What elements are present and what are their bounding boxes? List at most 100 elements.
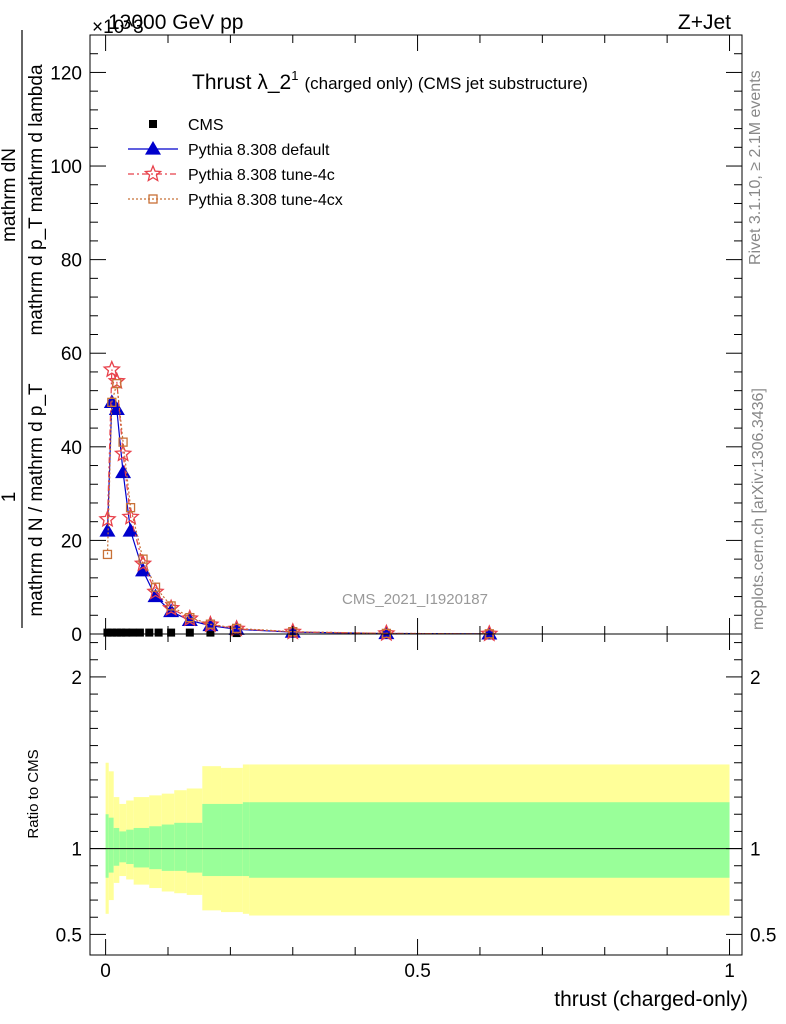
marker-star (146, 582, 165, 600)
marker-open-square (166, 601, 176, 611)
ratio-band-inner (126, 829, 134, 865)
ratio-ytick-label: 1 (71, 840, 82, 861)
legend-label: Pythia 8.308 tune-4c (188, 167, 335, 184)
process-label: Z+Jet (678, 11, 731, 34)
marker-square (185, 628, 194, 637)
marker-triangle (145, 141, 161, 155)
marker-square (206, 628, 215, 637)
marker-open-square (118, 437, 128, 447)
ratio-band-inner (133, 827, 150, 868)
ratio-frame (89, 633, 743, 956)
ratio-band-inner (174, 822, 187, 871)
legend-label: Pythia 8.308 default (188, 142, 330, 159)
mcplots-label: mcplots.cern.ch [arXiv:1306.3436] (750, 388, 767, 630)
ratio-band-inner (186, 822, 203, 873)
marker-square (122, 628, 131, 637)
marker-square (128, 628, 137, 637)
energy-label: 13000 GeV pp (108, 11, 243, 34)
ratio-band-inner (221, 803, 243, 877)
main-ytick-label: 80 (61, 251, 82, 272)
ratio-ytick-label: 0.5 (56, 925, 82, 946)
ratio-band-inner (249, 802, 730, 878)
main-axis-ticks: 0 20 40 60 80 100 120 (50, 35, 742, 646)
legend-entry: CMS (149, 117, 224, 134)
ylabel-top-denom: mathrm d p_T mathrm d lambda (26, 64, 47, 335)
marker-square (107, 628, 116, 637)
plot-title: Thrust λ_21 (charged only) (CMS jet subst… (192, 68, 588, 94)
marker-open-square (138, 554, 148, 564)
marker-square (149, 120, 157, 128)
ratio-band-inner (113, 827, 120, 866)
marker-triangle (108, 401, 125, 415)
marker-square (112, 628, 121, 637)
ratio-band-inner (119, 831, 127, 863)
marker-triangle (135, 562, 152, 577)
marker-open-square (205, 619, 216, 629)
marker-triangle (99, 523, 116, 537)
marker-open-square (150, 582, 161, 592)
ylabel-top-numer: mathrm dN (0, 148, 20, 242)
ratio-ytick-label-right: 1 (750, 840, 761, 861)
main-ytick-label: 100 (50, 157, 82, 178)
xtick-label: 0.5 (404, 961, 430, 982)
rivet-label: Rivet 3.1.10, ≥ 2.1M events (747, 70, 764, 265)
marker-square (135, 628, 144, 637)
marker-open-square (125, 502, 136, 513)
plot-title-rest: (charged only) (CMS jet substructure) (304, 74, 587, 93)
ratio-ytick-label-right: 2 (750, 668, 761, 689)
marker-star (143, 164, 163, 182)
legend-entry: Pythia 8.308 default (128, 141, 330, 159)
marker-square (103, 628, 112, 637)
legend-label: Pythia 8.308 tune-4cx (188, 192, 343, 209)
ratio-ytick-label-right: 0.5 (750, 925, 776, 946)
ratio-panel: 0.5 0.5 1 1 2 2 0 0.5 1 (56, 633, 776, 982)
xtick-label: 1 (724, 961, 735, 982)
ratio-band-inner (202, 803, 222, 877)
legend: CMS Pythia 8.308 default Pythia 8.308 tune… (128, 117, 343, 209)
ratio-band-inner (105, 814, 109, 878)
ratio-band-inner (242, 802, 250, 877)
main-ytick-label: 20 (61, 531, 82, 552)
legend-entry: Pythia 8.308 tune-4c (128, 164, 335, 184)
marker-open-square (185, 612, 195, 623)
main-ytick-label: 40 (61, 438, 82, 459)
ylabel-bottom-numer: 1 (0, 492, 20, 503)
marker-star (121, 507, 140, 525)
analysis-watermark: CMS_2021_I1920187 (342, 591, 488, 608)
marker-star (133, 554, 153, 572)
marker-open-square (112, 378, 122, 389)
ratio-ylabel: Ratio to CMS (25, 749, 42, 838)
legend-label: CMS (188, 117, 224, 134)
marker-square (145, 628, 154, 637)
marker-square (117, 628, 126, 637)
ratio-axis-ticks: 0.5 0.5 1 1 2 2 0 0.5 1 (56, 634, 776, 982)
marker-star (161, 598, 181, 617)
marker-square (154, 628, 163, 637)
marker-triangle (122, 523, 139, 537)
ratio-band-inner (161, 824, 175, 871)
ratio-ytick-label: 2 (71, 668, 82, 689)
main-data-layer (98, 359, 499, 642)
marker-square (167, 628, 176, 637)
ratio-band-inner (149, 826, 162, 870)
series-line (106, 383, 490, 635)
marker-star (98, 509, 117, 528)
ylabel-bottom-denom: mathrm d N / mathrm d p_T (26, 383, 47, 617)
xtick-label: 0 (100, 961, 111, 982)
main-ylabel: mathrm dN mathrm d p_T mathrm d lambda 1… (0, 30, 47, 628)
x-axis-label: thrust (charged-only) (554, 988, 748, 1011)
main-ytick-label: 120 (50, 63, 82, 84)
marker-star (102, 359, 121, 378)
exponent-label: ×10^3 (92, 17, 144, 38)
marker-open-square (102, 549, 113, 560)
marker-triangle (115, 464, 132, 479)
ratio-data-layer (90, 762, 742, 916)
marker-open-square (107, 397, 117, 408)
main-ytick-label: 60 (61, 344, 82, 365)
legend-entry: Pythia 8.308 tune-4cx (128, 192, 343, 209)
marker-open-square (231, 623, 242, 634)
plot-title-sup: 1 (291, 68, 298, 83)
marker-open-square (381, 628, 392, 639)
main-ytick-label: 0 (71, 625, 82, 646)
